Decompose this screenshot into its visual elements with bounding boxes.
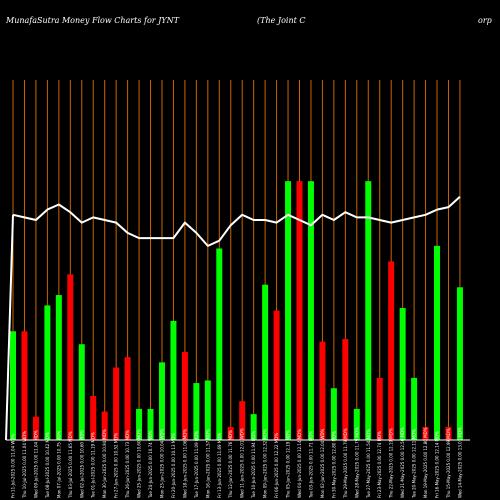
x-tick-label: Thu 15-May-2025 0.00 12.99 MD% <box>446 428 451 499</box>
money-flow-bar <box>296 181 303 441</box>
chart-title: MunafaSutra Money Flow Charts for JYNT <box>5 16 180 25</box>
money-flow-bar <box>250 414 257 440</box>
money-flow-bar <box>445 427 452 440</box>
money-flow-bar <box>227 427 234 440</box>
x-tick-label: Fri 23-May-2025 0.00 12.74 MD% <box>377 431 382 498</box>
x-tick-label: Wed 25-Jun-2025 0.00 10.60 MD% <box>137 429 142 498</box>
money-flow-bar <box>10 331 16 440</box>
x-tick-label: Thu 03-Jul-2025 0.00 11.65 MD% <box>68 431 73 499</box>
x-tick-label: Tue 01-Jul-2025 0.00 11.19 MD% <box>91 432 96 499</box>
money-flow-bar <box>422 427 429 440</box>
x-tick-label: Tue 17-Jun-2025 0.00 11.09 MD% <box>194 431 199 499</box>
money-flow-bar <box>193 383 200 440</box>
x-tick-label: Thu 29-May-2025 0.00 11.79 MD% <box>343 428 348 499</box>
money-flow-bar <box>101 411 108 440</box>
money-flow-bar <box>342 339 349 440</box>
x-tick-label: Mon 02-Jun-2025 0.00 12.04 WD% <box>320 428 325 498</box>
money-flow-bar <box>365 181 372 441</box>
x-tick-label: Wed 14-May-2025 0.00 13.01 MD% <box>457 427 462 498</box>
money-flow-bar <box>262 284 269 440</box>
x-tick-label: Mon 09-Jun-2025 0.00 12.32 MD% <box>263 429 268 498</box>
money-flow-bar <box>411 377 418 440</box>
x-tick-label: Wed 28-May-2025 0.00 11.79 MD% <box>354 427 359 498</box>
x-tick-label: Thu 10-Jul-2025 0.00 11.04 WD% <box>22 431 27 499</box>
x-tick-label: Fri 20-Jun-2025 0.00 10.13 MD% <box>171 433 176 498</box>
money-flow-bar <box>78 344 85 440</box>
money-flow-bar <box>113 367 120 440</box>
x-tick-label: Mon 07-Jul-2025 0.00 10.75 MD% <box>56 430 61 498</box>
x-tick-label: Mon 30-Jun-2025 0.00 10.94 MD% <box>102 429 107 498</box>
money-flow-bar <box>353 408 360 440</box>
x-tick-label: Tue 03-Jun-2025 0.00 11.71 MD% <box>308 431 313 499</box>
x-tick-label: Mon 16-Jun-2025 0.00 11.57 MD% <box>205 429 210 498</box>
money-flow-bar <box>204 380 211 440</box>
x-tick-label: Fri 16-May-2025 0.00 12.14 MD% <box>435 431 440 498</box>
x-tick-label: Wed 04-Jun-2025 0.00 12.14 MD% <box>297 429 302 498</box>
money-flow-bar <box>158 362 165 440</box>
x-tick-label: Tue 24-Jun-2025 0.00 10.74 WD% <box>148 430 153 499</box>
x-tick-label: Tue 10-Jun-2025 0.00 11.94 MD% <box>251 431 256 499</box>
x-tick-label: Thu 26-Jun-2025 0.00 10.73 MD% <box>125 430 130 499</box>
x-tick-label: Wed 09-Jul-2025 0.00 11.04 MD% <box>33 430 38 498</box>
money-flow-bar <box>124 357 131 440</box>
money-flow-bar <box>44 305 51 440</box>
x-tick-label: Wed 02-Jul-2025 0.00 10.60 WD% <box>79 430 84 498</box>
line-layer <box>5 195 461 441</box>
money-flow-line-start <box>5 214 14 441</box>
money-flow-bar <box>239 401 246 440</box>
x-tick-label: Thu 12-Jun-2025 0.00 11.76 MD% <box>228 430 233 499</box>
x-tick-label: Wed 18-Jun-2025 0.00 11.06 MD% <box>182 429 187 498</box>
money-flow-bar <box>456 287 463 440</box>
bars-layer <box>10 181 463 441</box>
money-flow-bar <box>67 274 74 440</box>
x-tick-labels: Fri 11-Jul-2025 0.00 11.04 WD% Thu 10-Jul… <box>11 427 463 499</box>
x-tick-label: Mon 23-Jun-2025 0.00 10.04 WD% <box>159 428 164 498</box>
x-tick-label: Thu 22-May-2025 0.00 12.19 MD% <box>389 428 394 499</box>
money-flow-bar <box>307 181 314 441</box>
x-tick-label: Fri 06-Jun-2025 0.00 12.22 MD% <box>274 433 279 498</box>
x-tick-label: Fri 11-Jul-2025 0.00 11.04 WD% <box>11 434 16 498</box>
company-name: (The Joint C <box>257 16 306 25</box>
x-tick-label: Tue 27-May-2025 0.00 11.54 MD% <box>366 429 371 499</box>
money-flow-line <box>12 195 461 247</box>
x-tick-label: Wed 11-Jun-2025 0.00 12.01 WD% <box>240 428 245 498</box>
money-flow-bar <box>170 320 177 440</box>
money-flow-bar <box>32 416 39 440</box>
money-flow-bar <box>136 408 143 440</box>
money-flow-bar <box>330 388 337 440</box>
x-tick-label: Mon 19-May-2025 0.00 12.80 MD% <box>423 427 428 498</box>
money-flow-bar <box>90 396 97 440</box>
x-tick-label: Fri 30-May-2025 0.00 12.80 MD% <box>331 431 336 498</box>
money-flow-bar <box>55 295 62 440</box>
x-tick-label: Tue 08-Jul-2025 0.00 10.42 MD% <box>45 432 50 499</box>
x-tick-label: Fri 13-Jun-2025 0.00 11.69 MD% <box>217 433 222 498</box>
company-name-tail: orp <box>478 16 492 25</box>
money-flow-bar <box>21 331 28 440</box>
money-flow-bar <box>434 245 441 440</box>
x-tick-label: Wed 21-May-2025 0.00 12.50 MD% <box>400 427 405 498</box>
money-flow-bar <box>376 377 383 440</box>
x-tick-label: Thu 05-Jun-2025 0.00 12.19 MD% <box>286 430 291 499</box>
money-flow-bar <box>273 310 280 440</box>
x-tick-label: Fri 27-Jun-2025 0.00 10.52 MD% <box>114 433 119 498</box>
money-flow-bar <box>319 341 326 440</box>
money-flow-bar <box>181 352 188 440</box>
money-flow-bar <box>216 248 223 440</box>
money-flow-bar <box>285 181 292 441</box>
money-flow-bar <box>399 308 406 440</box>
money-flow-bar <box>388 261 395 440</box>
x-tick-label: Tue 20-May-2025 0.00 12.11 MD% <box>412 429 417 499</box>
money-flow-bar <box>147 408 154 440</box>
